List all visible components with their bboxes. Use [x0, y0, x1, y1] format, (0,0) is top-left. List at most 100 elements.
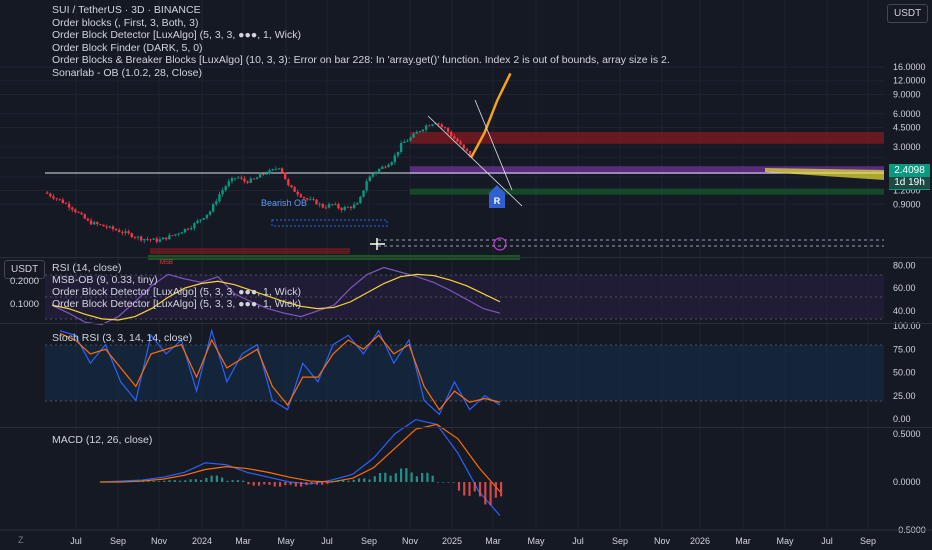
macd-histogram-bar	[257, 482, 261, 486]
stoch-rsi-label[interactable]: Stoch RSI (3, 3, 14, 14, close)	[52, 332, 193, 344]
candle-body	[74, 209, 77, 212]
left-scale-button[interactable]: USDT	[4, 260, 46, 279]
candle-body	[64, 203, 68, 204]
zone-red	[150, 248, 350, 254]
macd-histogram-bar	[205, 477, 208, 482]
candle-body	[290, 185, 293, 188]
projection-line	[470, 72, 512, 158]
candle-body	[149, 239, 152, 241]
price-tick-label: 1.2000	[893, 186, 921, 196]
macd-histogram-bar	[452, 482, 455, 483]
candle-body	[237, 177, 240, 179]
candle-body	[243, 178, 246, 182]
time-tick-label: Sep	[110, 536, 126, 546]
time-tick-label: Sep	[361, 536, 377, 546]
macd-histogram-bar	[226, 480, 229, 482]
macd-histogram-bar	[210, 475, 213, 482]
candle-body	[193, 223, 196, 228]
bearish-ob-label: Bearish OB	[261, 198, 308, 208]
candle-body	[155, 238, 158, 242]
trend-line	[474, 99, 513, 191]
macd-histogram-bar	[300, 482, 303, 487]
candle-body	[218, 194, 221, 202]
candle-body	[459, 141, 462, 145]
pane-divider[interactable]	[0, 427, 932, 428]
candle-body	[96, 222, 99, 225]
candle-body	[377, 168, 381, 172]
candle-body	[92, 222, 96, 225]
macd-histogram-bar	[436, 482, 440, 483]
time-tick-label: Jul	[821, 536, 833, 546]
macd-histogram-bar	[268, 482, 271, 485]
indicator-label[interactable]: Order Block Finder (DARK, 5, 0)	[52, 42, 203, 54]
candle-body	[161, 237, 165, 240]
candle-body	[89, 220, 93, 225]
macd-histogram-bar	[189, 479, 192, 482]
msb-label: MSB	[160, 260, 174, 266]
macd-histogram-bar	[457, 482, 461, 491]
macd-histogram-bar	[105, 482, 108, 483]
candle-body	[108, 226, 112, 228]
time-tick-label: Jul	[70, 536, 82, 546]
indicator-label[interactable]: Sonarlab - OB (1.0.2, 28, Close)	[52, 67, 202, 79]
ob-detector-label[interactable]: Order Block Detector [LuxAlgo] (5, 3, 3,…	[52, 286, 301, 298]
rsi-label[interactable]: RSI (14, close)	[52, 262, 122, 274]
macd-label[interactable]: MACD (12, 26, close)	[52, 434, 153, 446]
candle-body	[359, 196, 362, 204]
time-tick-label: Sep	[860, 536, 876, 546]
candle-body	[403, 141, 406, 144]
candle-body	[240, 177, 243, 179]
macd-histogram-bar	[384, 472, 387, 482]
candle-body	[384, 166, 387, 168]
macd-histogram-bar	[194, 479, 197, 482]
candle-body	[312, 198, 315, 200]
candle-body	[437, 123, 440, 125]
candle-body	[399, 143, 403, 152]
candle-body	[168, 235, 171, 240]
macd-histogram-bar	[221, 477, 224, 482]
macd-histogram-bar	[305, 482, 308, 486]
last-price-value: 2.4098	[894, 165, 925, 176]
indicator-label[interactable]: Order Block Detector [LuxAlgo] (5, 3, 3,…	[52, 29, 301, 41]
candle-body	[337, 204, 340, 209]
macd-histogram-bar	[394, 473, 397, 482]
tradingview-logo[interactable]: Z	[18, 535, 24, 545]
msb-ob-label[interactable]: MSB-OB (9, 0.33, tiny)	[52, 274, 158, 286]
candle-body	[409, 137, 412, 141]
candle-body	[164, 237, 168, 240]
currency-button[interactable]: USDT	[887, 4, 929, 23]
candle-body	[133, 237, 137, 238]
candle-body	[374, 171, 378, 175]
candle-body	[277, 168, 281, 170]
indicator-label[interactable]: Order blocks (, First, 3, Both, 3)	[52, 17, 199, 29]
candle-body	[465, 148, 469, 151]
stoch-rsi-pane	[45, 328, 884, 416]
candle-body	[202, 218, 205, 220]
candle-body	[356, 203, 359, 205]
indicator-label[interactable]: Order Blocks & Breaker Blocks [LuxAlgo] …	[52, 54, 670, 66]
macd-histogram-bar	[378, 473, 382, 482]
macd-histogram-bar	[500, 482, 503, 497]
candle-body	[421, 129, 425, 132]
macd-histogram-bar	[131, 481, 134, 482]
candle-body	[415, 132, 418, 134]
series-line	[59, 328, 501, 416]
pane-tick-label: 25.00	[893, 391, 916, 401]
pane-tick-label: 60.00	[893, 283, 916, 293]
macd-histogram-bar	[115, 482, 118, 483]
zone-red	[410, 131, 884, 140]
candle-body	[183, 228, 187, 233]
candle-body	[186, 228, 190, 230]
bearish-ob-box	[271, 219, 388, 227]
pane-tick-label: 0.5000	[893, 429, 921, 439]
pane-divider[interactable]	[0, 257, 932, 258]
pane-divider[interactable]	[0, 323, 932, 324]
macd-histogram-bar	[331, 480, 334, 482]
r-marker-label: R	[494, 196, 501, 206]
ob-detector-label[interactable]: Order Block Detector [LuxAlgo] (5, 3, 3,…	[52, 298, 301, 310]
time-tick-label: Mar	[735, 536, 751, 546]
macd-histogram-bar	[110, 482, 113, 483]
rsi-pane	[45, 266, 884, 326]
candle-body	[424, 125, 428, 130]
